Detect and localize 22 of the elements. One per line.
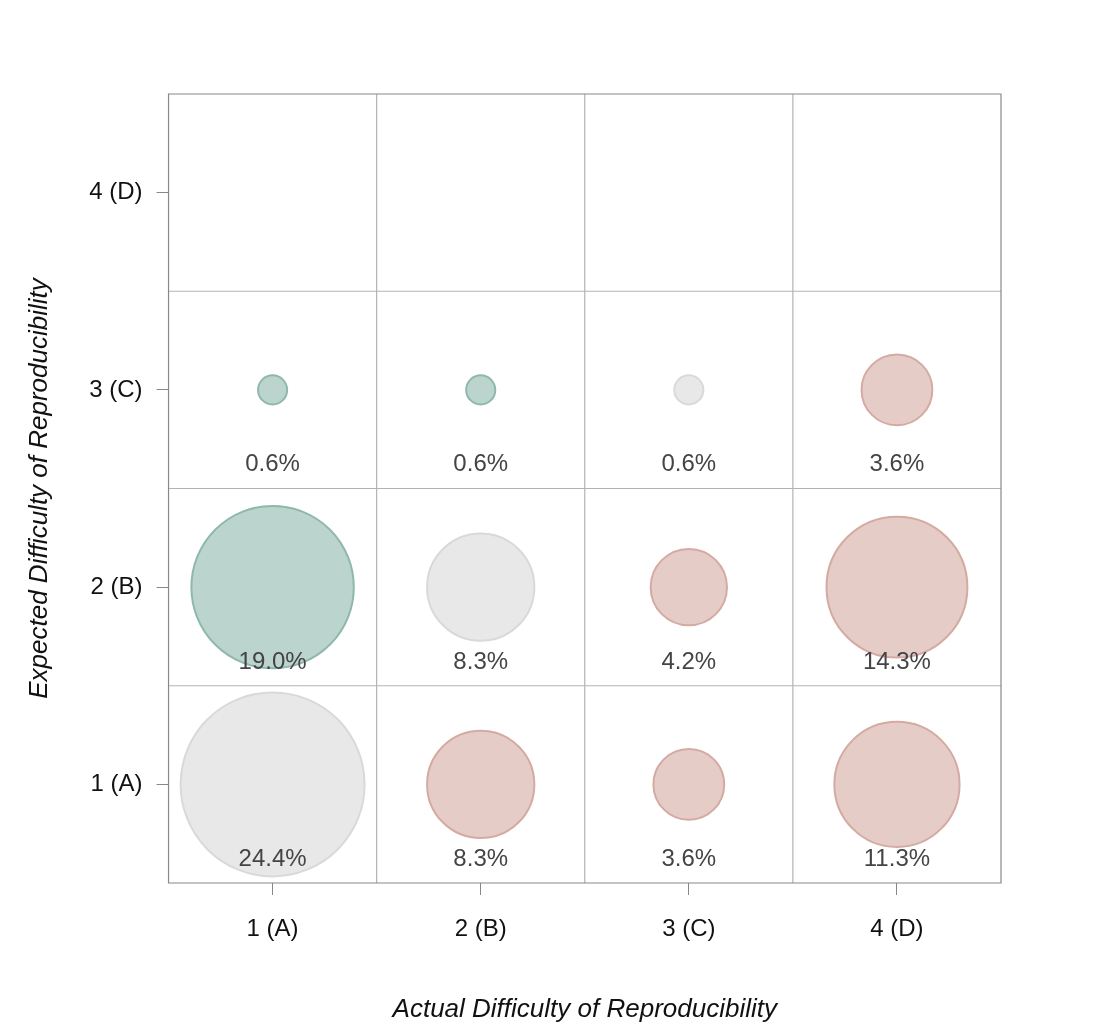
- y-tick-label: 1 (A): [90, 769, 143, 796]
- annotation: 8.3%: [453, 843, 509, 871]
- annotation: 24.4%: [238, 843, 307, 871]
- y-tick-label: 4 (D): [89, 177, 143, 205]
- annotation: 8.3%: [453, 646, 509, 674]
- annotation: 0.6%: [453, 449, 509, 477]
- annotation: 0.6%: [661, 449, 717, 477]
- annotation: 19.0%: [238, 646, 307, 674]
- x-tick-label: 2 (B): [454, 914, 507, 942]
- annotation: 3.6%: [661, 843, 717, 871]
- annotation: 14.3%: [862, 646, 931, 674]
- annotation: 3.6%: [869, 449, 925, 477]
- y-tick-label: 2 (B): [90, 571, 143, 599]
- x-tick-label: 1 (A): [246, 914, 299, 942]
- x-axis-title: Actual Difficulty of Reproducibility: [390, 992, 779, 1023]
- annotation: 0.6%: [245, 449, 300, 477]
- annotation: 4.2%: [661, 646, 717, 674]
- y-axis-title: Expected Difficulty of Reproducibility: [22, 276, 53, 699]
- annotation: 11.3%: [863, 843, 931, 871]
- y-tick-label: 3 (C): [89, 374, 143, 402]
- x-tick-label: 3 (C): [662, 914, 716, 942]
- x-tick-label: 4 (D): [870, 914, 924, 942]
